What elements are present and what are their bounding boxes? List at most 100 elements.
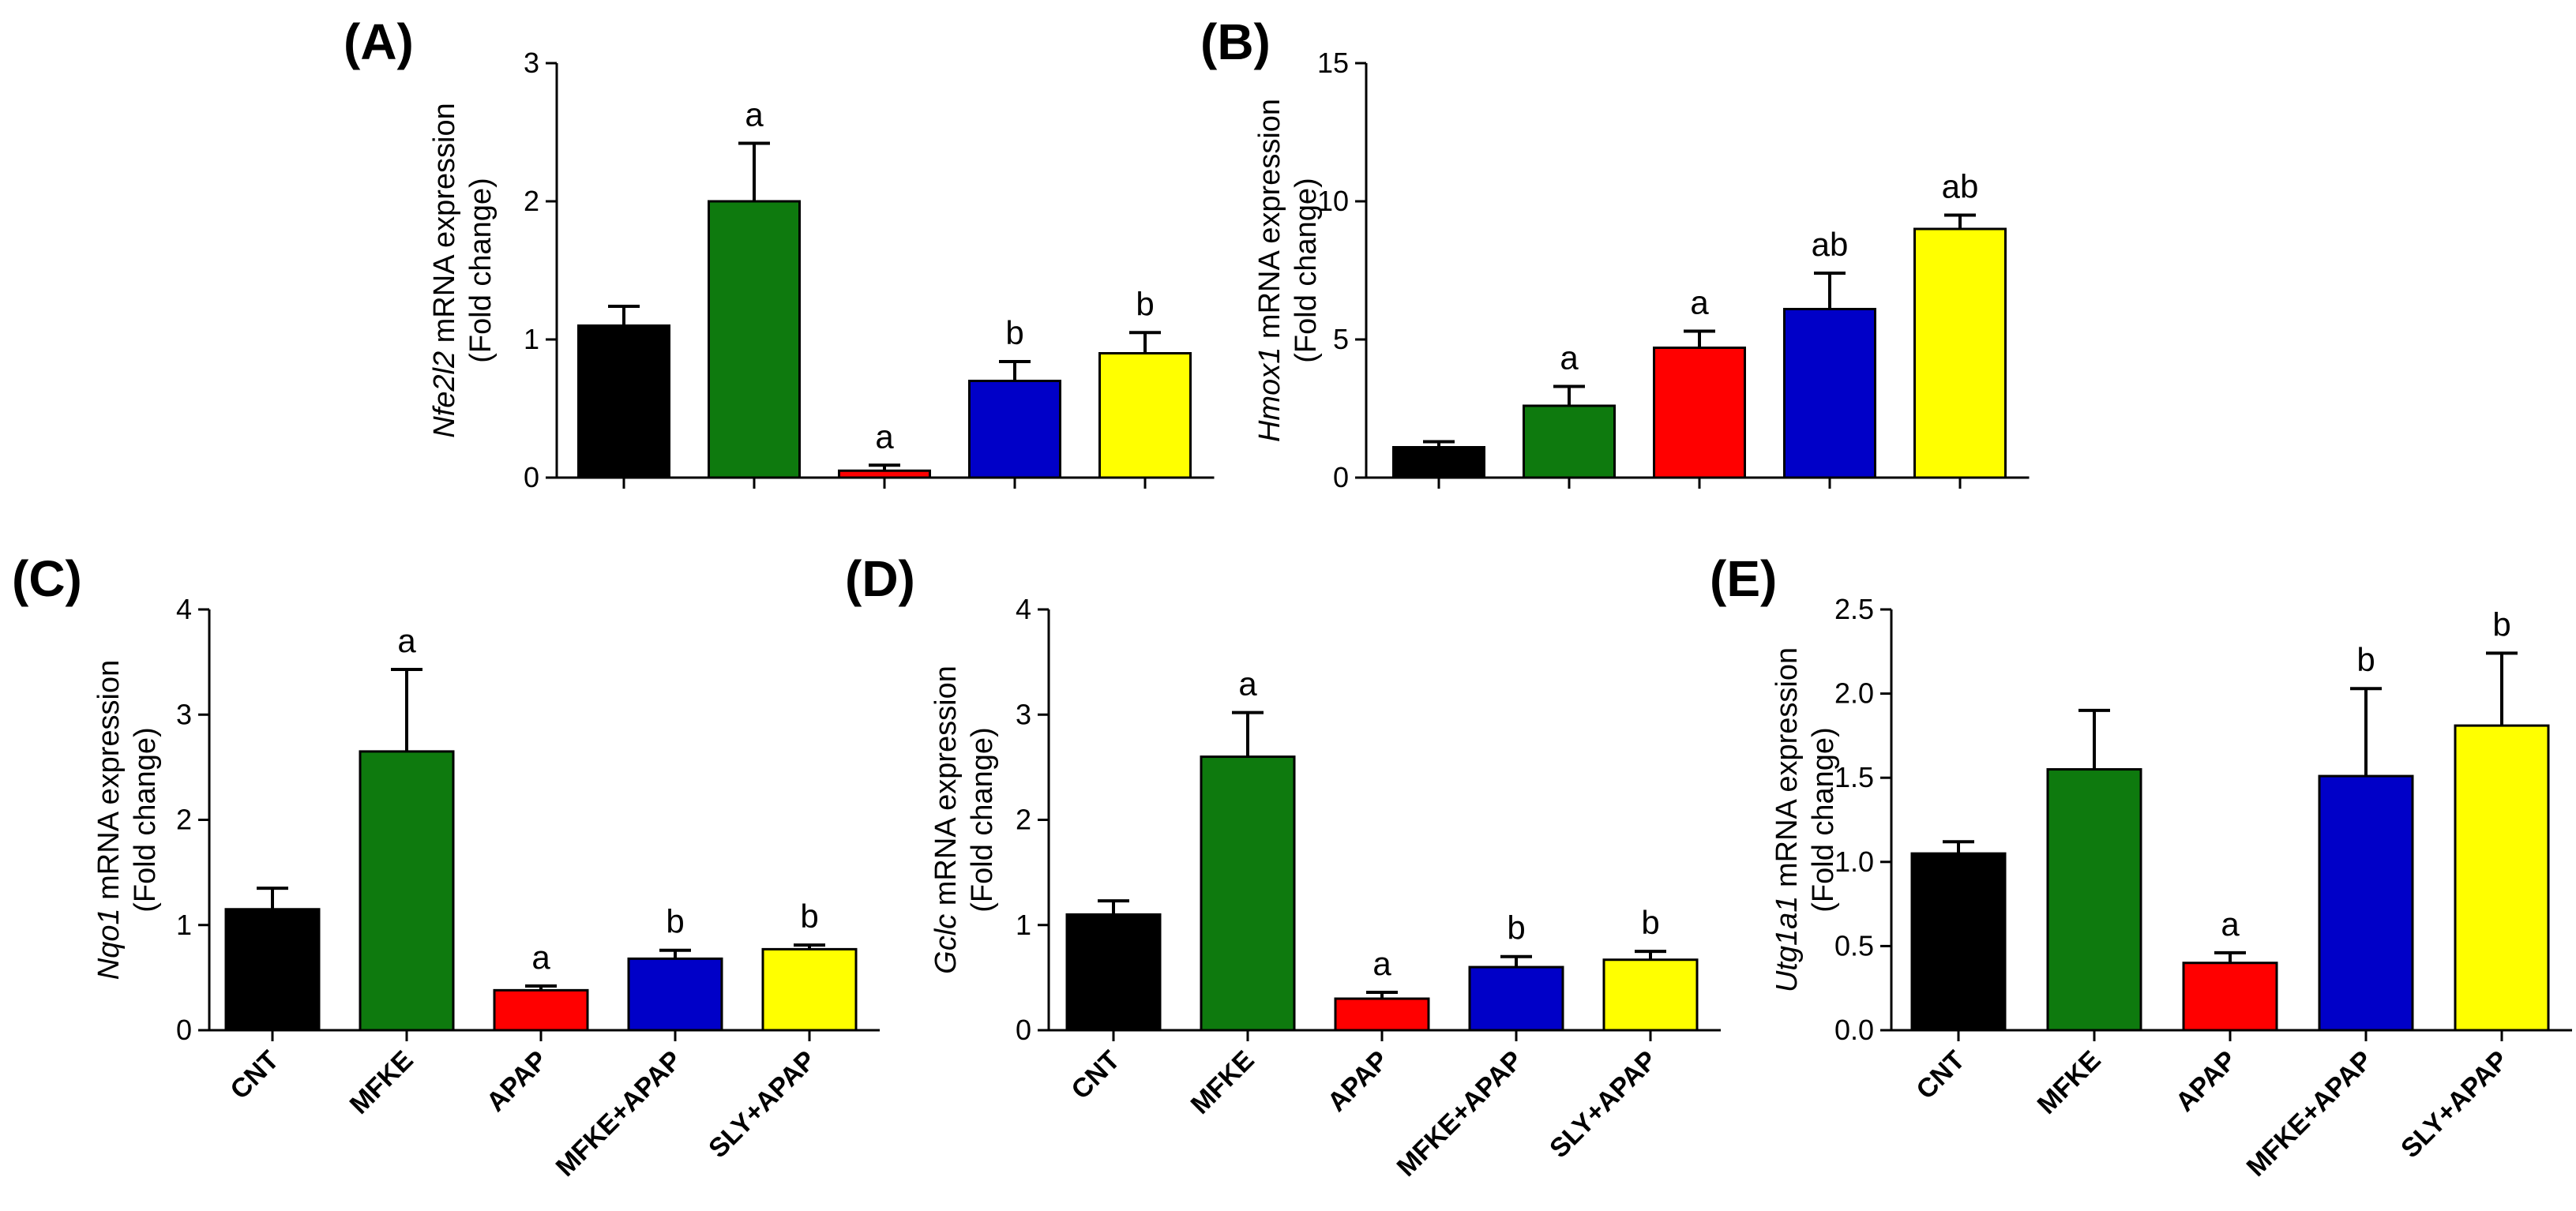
gene-name: Nfe2l2 — [428, 351, 461, 438]
y-axis-label: Hmox1 mRNA expression — [1253, 99, 1286, 442]
y-axis-label-line2: (Fold change) — [966, 727, 999, 912]
y-tick-label: 3 — [1016, 698, 1031, 730]
bar-apap — [1334, 997, 1430, 1032]
y-tick-label: 0.5 — [1834, 929, 1874, 962]
significance-label: b — [800, 898, 818, 935]
bar-apap — [838, 469, 931, 479]
y-tick-label: 3 — [176, 698, 192, 730]
significance-label: a — [397, 622, 416, 659]
y-axis-label-text: mRNA expression — [929, 665, 963, 914]
x-tick-label: MFKE — [2032, 1045, 2107, 1120]
significance-label: b — [2492, 606, 2510, 643]
y-tick-label: 1.5 — [1834, 761, 1874, 793]
bar-sly-apap — [1098, 352, 1192, 479]
panel-label: (B) — [1200, 13, 1271, 70]
x-tick-label: APAP — [2170, 1045, 2243, 1118]
x-tick-label: APAP — [481, 1045, 554, 1118]
bar-mfke-apap — [2318, 774, 2414, 1032]
x-tick-label: SLY+APAP — [2395, 1045, 2514, 1164]
y-axis-label-text: mRNA expression — [428, 103, 461, 351]
x-tick-label: SLY+APAP — [703, 1045, 821, 1164]
x-tick-label: MFKE — [344, 1045, 419, 1120]
y-tick-label: 10 — [1317, 185, 1349, 217]
significance-label: a — [2221, 905, 2240, 943]
y-tick-label: 1 — [176, 909, 192, 941]
x-tick-label: MFKE+APAP — [550, 1045, 688, 1183]
bar-mfke-apap — [1468, 965, 1564, 1032]
y-tick-label: 2 — [524, 185, 539, 217]
bar-mfke-apap — [627, 957, 723, 1032]
significance-label: ab — [1942, 168, 1979, 205]
panel-label: (C) — [12, 550, 82, 607]
x-tick-label: MFKE+APAP — [1391, 1045, 1529, 1183]
bar-mfke — [2046, 768, 2142, 1032]
bar-cnt — [1910, 852, 2007, 1032]
x-tick-label: CNT — [1065, 1045, 1125, 1105]
y-tick-label: 0 — [1333, 461, 1349, 493]
bar-sly-apap — [2454, 724, 2550, 1032]
y-axis-label: Utg1a1 mRNA expression — [1771, 647, 1804, 992]
gene-name: Hmox1 — [1253, 347, 1286, 442]
significance-label: a — [531, 939, 550, 976]
y-axis-label-text: mRNA expression — [1253, 99, 1286, 347]
x-tick-label: CNT — [1910, 1045, 1970, 1105]
y-tick-label: 2.0 — [1834, 677, 1874, 710]
significance-label: b — [1507, 909, 1525, 947]
y-axis-label-line2: (Fold change) — [129, 727, 162, 912]
bar-cnt — [577, 324, 670, 479]
significance-label: a — [875, 418, 894, 455]
y-tick-label: 0 — [176, 1014, 192, 1046]
y-tick-label: 5 — [1333, 323, 1349, 355]
y-tick-label: 2.5 — [1834, 593, 1874, 625]
bar-apap — [1653, 347, 1746, 479]
significance-label: a — [1690, 284, 1709, 321]
bar-mfke-apap — [1783, 308, 1876, 479]
panel-label: (E) — [1710, 550, 1777, 607]
y-tick-label: 15 — [1317, 47, 1349, 79]
chart-panel-d: (D) 0 1 2 3 4 Gclc mRNA expression (Fold change… — [845, 550, 1721, 1183]
y-tick-label: 0 — [1016, 1014, 1031, 1046]
significance-label: b — [666, 903, 684, 940]
y-tick-label: 4 — [1016, 593, 1031, 625]
bar-cnt — [1065, 913, 1162, 1032]
panel-label: (D) — [845, 550, 915, 607]
x-tick-label: MFKE — [1185, 1045, 1260, 1120]
y-tick-label: 3 — [524, 47, 539, 79]
y-tick-label: 4 — [176, 593, 192, 625]
bar-cnt — [224, 908, 321, 1032]
y-axis-label: Nqo1 mRNA expression — [92, 660, 126, 980]
x-tick-label: CNT — [224, 1045, 284, 1105]
bar-sly-apap — [1602, 958, 1699, 1032]
bar-cnt — [1392, 446, 1485, 479]
bar-mfke — [1200, 755, 1296, 1032]
y-axis-label: Nfe2l2 mRNA expression — [428, 103, 461, 438]
y-axis-label-line2: (Fold change) — [1807, 727, 1840, 912]
y-tick-label: 0 — [524, 461, 539, 493]
significance-label: b — [1005, 314, 1023, 351]
y-axis-label-text: mRNA expression — [1771, 647, 1804, 896]
panel-label: (A) — [344, 13, 414, 70]
y-axis-label-line2: (Fold change) — [1290, 178, 1323, 362]
significance-label: b — [1136, 285, 1154, 322]
bar-apap — [493, 988, 589, 1032]
significance-label: ab — [1812, 226, 1849, 263]
y-axis-label: Gclc mRNA expression — [929, 665, 963, 974]
y-axis-label-text: mRNA expression — [92, 660, 126, 909]
gene-name: Utg1a1 — [1771, 896, 1804, 993]
significance-label: a — [1372, 945, 1391, 982]
bar-mfke — [708, 200, 801, 479]
gene-name: Nqo1 — [92, 908, 126, 980]
chart-panel-c: (C) 0 1 2 3 4 Nqo1 mRNA expression (Fold change… — [12, 550, 880, 1183]
x-tick-label: MFKE+APAP — [2241, 1045, 2379, 1183]
y-tick-label: 1 — [524, 323, 539, 355]
y-axis-label-line2: (Fold change) — [464, 178, 498, 362]
x-tick-label: SLY+APAP — [1544, 1045, 1662, 1164]
y-tick-label: 1 — [1016, 909, 1031, 941]
gene-name: Gclc — [929, 914, 963, 974]
bar-mfke — [1523, 404, 1616, 479]
significance-label: b — [1641, 904, 1659, 941]
y-tick-label: 1.0 — [1834, 845, 1874, 878]
significance-label: a — [745, 96, 764, 133]
significance-label: b — [2356, 641, 2375, 678]
